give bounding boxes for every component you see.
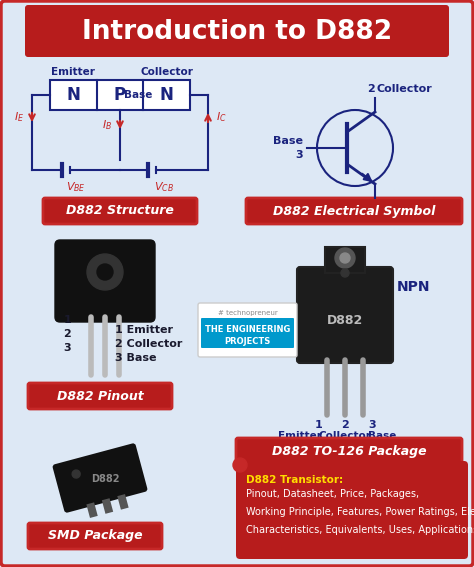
Text: 1: 1 <box>63 315 71 325</box>
Bar <box>325 247 365 273</box>
Text: 1: 1 <box>314 420 322 430</box>
FancyBboxPatch shape <box>236 461 468 559</box>
FancyBboxPatch shape <box>236 438 462 464</box>
FancyBboxPatch shape <box>53 443 147 513</box>
Text: $I_C$: $I_C$ <box>216 111 227 124</box>
Text: 2 Collector: 2 Collector <box>115 339 182 349</box>
Text: 2: 2 <box>367 84 375 94</box>
FancyBboxPatch shape <box>28 383 172 409</box>
Text: D882 Pinout: D882 Pinout <box>56 390 143 403</box>
Text: P: P <box>114 86 126 104</box>
Bar <box>102 498 113 514</box>
Text: Pinout, Datasheet, Price, Packages,: Pinout, Datasheet, Price, Packages, <box>246 489 419 499</box>
Text: # technopreneur: # technopreneur <box>218 310 277 316</box>
Text: 1 Emitter: 1 Emitter <box>115 325 173 335</box>
Text: D882 Electrical Symbol: D882 Electrical Symbol <box>273 205 435 218</box>
Text: Introduction to D882: Introduction to D882 <box>82 19 392 45</box>
Text: $V_{BE}$: $V_{BE}$ <box>66 180 86 194</box>
Text: $V_{CB}$: $V_{CB}$ <box>154 180 174 194</box>
Circle shape <box>72 470 80 478</box>
Text: PROJECTS: PROJECTS <box>224 337 271 346</box>
Text: Collector: Collector <box>377 84 433 94</box>
Text: $I_B$: $I_B$ <box>102 118 112 132</box>
Text: 3: 3 <box>368 420 375 430</box>
Text: Collector: Collector <box>319 431 372 441</box>
Text: NPN: NPN <box>397 280 430 294</box>
Circle shape <box>340 253 350 263</box>
Text: Emitter: Emitter <box>377 200 423 210</box>
FancyBboxPatch shape <box>201 318 294 348</box>
FancyBboxPatch shape <box>55 240 155 322</box>
Circle shape <box>341 269 349 277</box>
Text: Base: Base <box>273 136 303 146</box>
Text: $I_E$: $I_E$ <box>14 111 24 124</box>
Bar <box>50 80 190 110</box>
Text: 3: 3 <box>64 343 71 353</box>
Text: Collector: Collector <box>140 67 193 77</box>
FancyBboxPatch shape <box>246 198 462 224</box>
FancyBboxPatch shape <box>43 198 197 224</box>
Text: Emitter: Emitter <box>278 431 322 441</box>
Bar <box>86 502 98 518</box>
Circle shape <box>97 264 113 280</box>
Text: 3: 3 <box>295 150 303 160</box>
Text: Emitter: Emitter <box>51 67 95 77</box>
Text: D882 Structure: D882 Structure <box>66 205 174 218</box>
Text: 2: 2 <box>63 329 71 339</box>
FancyBboxPatch shape <box>297 267 393 363</box>
Text: D882: D882 <box>91 473 119 484</box>
FancyBboxPatch shape <box>28 523 162 549</box>
Text: D882 Transistor:: D882 Transistor: <box>246 475 343 485</box>
FancyBboxPatch shape <box>198 303 297 357</box>
Circle shape <box>233 458 247 472</box>
Text: Base: Base <box>124 90 152 100</box>
Circle shape <box>87 254 123 290</box>
Text: Base: Base <box>368 431 396 441</box>
Text: D882: D882 <box>327 314 363 327</box>
FancyBboxPatch shape <box>25 5 449 57</box>
Bar <box>117 494 128 510</box>
Text: THE ENGINEERING: THE ENGINEERING <box>205 325 290 335</box>
Text: SMD Package: SMD Package <box>48 530 142 543</box>
Text: 1: 1 <box>367 200 375 210</box>
Text: N: N <box>66 86 80 104</box>
Circle shape <box>335 248 355 268</box>
Text: 3 Base: 3 Base <box>115 353 156 363</box>
Text: D882 TO-126 Package: D882 TO-126 Package <box>272 445 426 458</box>
Text: Characteristics, Equivalents, Uses, Applications.: Characteristics, Equivalents, Uses, Appl… <box>246 525 474 535</box>
Text: Working Principle, Features, Power Ratings, Electrical: Working Principle, Features, Power Ratin… <box>246 507 474 517</box>
Text: 2: 2 <box>341 420 349 430</box>
Text: N: N <box>160 86 173 104</box>
